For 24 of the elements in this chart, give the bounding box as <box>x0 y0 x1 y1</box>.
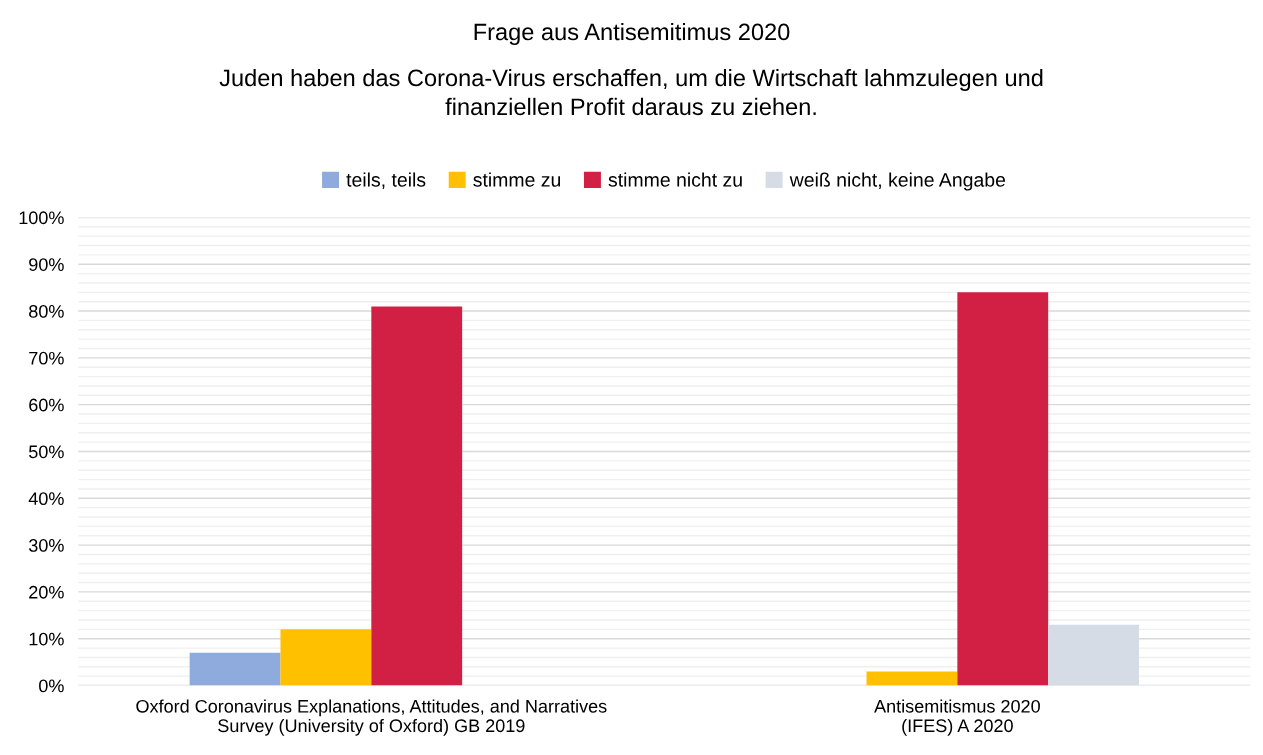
y-tick-label: 70% <box>29 351 64 365</box>
legend-label: stimme zu <box>473 172 561 187</box>
y-tick-label: 20% <box>29 585 64 599</box>
legend-label: weiß nicht, keine Angabe <box>789 172 1006 191</box>
y-tick-label: 60% <box>29 398 64 412</box>
y-tick-label: 100% <box>19 211 64 225</box>
legend-label: teils, teils <box>346 172 426 190</box>
x-tick-label: Oxford Coronavirus Explanations, Attitudes, and Narratives Survey (University of Oxford) GB 2019 <box>136 699 607 736</box>
y-tick-label: 0% <box>39 679 64 693</box>
y-tick-label: 90% <box>29 258 64 271</box>
x-tick-label: Antisemitismus 2020 (IFES) A 2020 <box>874 699 1040 736</box>
chart-subtitle: Juden haben das Corona-Virus erschaffen, um die Wirtschaft lahmzulegen und finanziellen Profit daraus zu ziehen. <box>219 68 1043 116</box>
chart-title: Frage aus Antisemitimus 2020 <box>474 22 790 45</box>
legend-label: stimme nicht zu <box>608 172 742 187</box>
y-tick-label: 80% <box>29 304 64 318</box>
y-tick-label: 30% <box>28 539 64 552</box>
bar <box>866 671 958 686</box>
y-tick-label: 40% <box>28 492 64 506</box>
bar <box>189 652 281 686</box>
y-tick-label: 10% <box>29 632 64 646</box>
y-tick-label: 50% <box>29 445 64 459</box>
bar <box>280 629 372 686</box>
bar <box>371 306 463 686</box>
bar <box>957 292 1049 686</box>
